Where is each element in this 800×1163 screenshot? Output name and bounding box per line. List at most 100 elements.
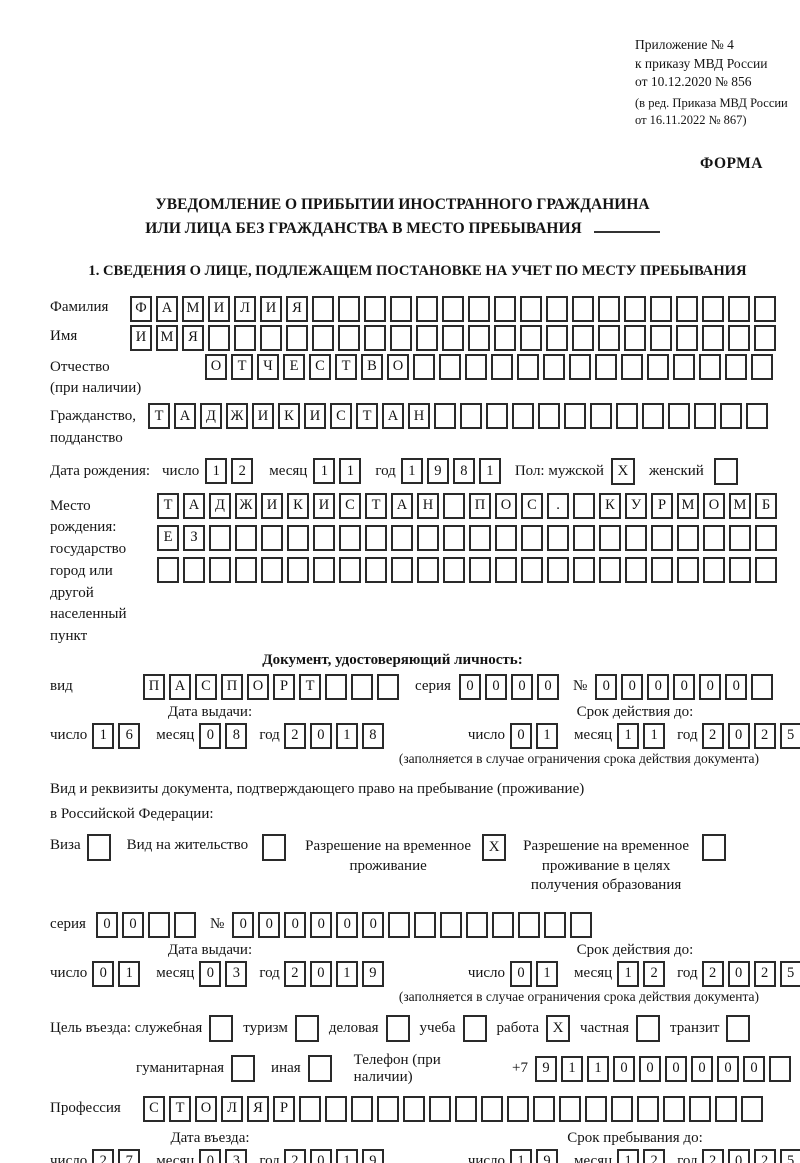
char-cell[interactable] bbox=[673, 353, 695, 380]
char-cell[interactable] bbox=[637, 1095, 659, 1122]
char-cell[interactable] bbox=[209, 524, 231, 551]
char-cell[interactable]: 2 bbox=[643, 960, 666, 987]
char-cell[interactable] bbox=[625, 524, 647, 551]
char-cell[interactable] bbox=[364, 295, 386, 322]
char-cell[interactable]: Л bbox=[221, 1095, 243, 1122]
char-cell[interactable]: 0 bbox=[665, 1055, 687, 1082]
char-cell[interactable] bbox=[538, 403, 560, 430]
char-cell[interactable] bbox=[668, 403, 690, 430]
char-cell[interactable] bbox=[755, 556, 777, 583]
birthplace-cells-row3[interactable] bbox=[157, 556, 781, 583]
char-cell[interactable]: 0 bbox=[727, 722, 750, 749]
char-cell[interactable] bbox=[391, 524, 413, 551]
char-cell[interactable] bbox=[585, 1095, 607, 1122]
char-cell[interactable] bbox=[755, 524, 777, 551]
char-cell[interactable] bbox=[413, 353, 435, 380]
char-cell[interactable] bbox=[751, 353, 773, 380]
char-cell[interactable]: 1 bbox=[205, 458, 228, 485]
char-cell[interactable]: С bbox=[143, 1095, 165, 1122]
char-cell[interactable]: И bbox=[313, 492, 335, 519]
char-cell[interactable] bbox=[676, 324, 698, 351]
char-cell[interactable] bbox=[313, 524, 335, 551]
char-cell[interactable]: Р bbox=[273, 673, 295, 700]
char-cell[interactable]: 0 bbox=[691, 1055, 713, 1082]
char-cell[interactable] bbox=[650, 295, 672, 322]
char-cell[interactable]: Н bbox=[417, 492, 439, 519]
char-cell[interactable]: 9 bbox=[361, 1148, 384, 1163]
char-cell[interactable]: 0 bbox=[458, 673, 481, 700]
char-cell[interactable] bbox=[569, 353, 591, 380]
char-cell[interactable] bbox=[729, 524, 751, 551]
visa-checkbox[interactable] bbox=[86, 834, 111, 862]
char-cell[interactable] bbox=[520, 324, 542, 351]
char-cell[interactable] bbox=[486, 403, 508, 430]
char-cell[interactable]: А bbox=[169, 673, 191, 700]
char-cell[interactable] bbox=[676, 295, 698, 322]
char-cell[interactable] bbox=[598, 324, 620, 351]
char-cell[interactable]: 2 bbox=[701, 960, 724, 987]
char-cell[interactable] bbox=[621, 353, 643, 380]
char-cell[interactable]: 2 bbox=[92, 1148, 115, 1163]
char-cell[interactable] bbox=[521, 556, 543, 583]
char-cell[interactable] bbox=[751, 673, 774, 700]
char-cell[interactable]: 7 bbox=[118, 1148, 141, 1163]
char-cell[interactable]: Л bbox=[234, 295, 256, 322]
char-cell[interactable] bbox=[338, 324, 360, 351]
char-cell[interactable] bbox=[157, 556, 179, 583]
char-cell[interactable]: 6 bbox=[118, 722, 141, 749]
char-cell[interactable] bbox=[677, 556, 699, 583]
char-cell[interactable] bbox=[573, 556, 595, 583]
char-cell[interactable]: 1 bbox=[587, 1055, 609, 1082]
char-cell[interactable]: 2 bbox=[753, 1148, 776, 1163]
char-cell[interactable]: 0 bbox=[199, 960, 222, 987]
char-cell[interactable] bbox=[173, 911, 196, 938]
char-cell[interactable] bbox=[573, 492, 595, 519]
char-cell[interactable] bbox=[518, 911, 541, 938]
char-cell[interactable]: О bbox=[195, 1095, 217, 1122]
char-cell[interactable] bbox=[338, 295, 360, 322]
char-cell[interactable]: 0 bbox=[595, 673, 618, 700]
residence-permit-checkbox[interactable] bbox=[262, 834, 287, 862]
char-cell[interactable] bbox=[625, 556, 647, 583]
char-cell[interactable] bbox=[391, 556, 413, 583]
char-cell[interactable]: 1 bbox=[313, 458, 336, 485]
char-cell[interactable] bbox=[507, 1095, 529, 1122]
char-cell[interactable] bbox=[611, 1095, 633, 1122]
char-cell[interactable] bbox=[559, 1095, 581, 1122]
char-cell[interactable] bbox=[325, 1095, 347, 1122]
char-cell[interactable]: Т bbox=[335, 353, 357, 380]
char-cell[interactable] bbox=[599, 524, 621, 551]
char-cell[interactable]: 1 bbox=[536, 960, 559, 987]
purpose-study-checkbox[interactable] bbox=[462, 1014, 487, 1042]
char-cell[interactable] bbox=[388, 911, 411, 938]
char-cell[interactable] bbox=[520, 295, 542, 322]
char-cell[interactable]: С bbox=[195, 673, 217, 700]
char-cell[interactable]: Т bbox=[299, 673, 321, 700]
char-cell[interactable] bbox=[312, 324, 334, 351]
char-cell[interactable]: Е bbox=[157, 524, 179, 551]
char-cell[interactable]: Т bbox=[356, 403, 378, 430]
char-cell[interactable]: 9 bbox=[426, 458, 449, 485]
char-cell[interactable] bbox=[492, 911, 515, 938]
char-cell[interactable] bbox=[512, 403, 534, 430]
char-cell[interactable]: О bbox=[703, 492, 725, 519]
char-cell[interactable] bbox=[703, 556, 725, 583]
char-cell[interactable]: П bbox=[469, 492, 491, 519]
char-cell[interactable] bbox=[702, 295, 724, 322]
char-cell[interactable] bbox=[351, 1095, 373, 1122]
char-cell[interactable]: Б bbox=[755, 492, 777, 519]
char-cell[interactable] bbox=[728, 324, 750, 351]
char-cell[interactable] bbox=[564, 403, 586, 430]
purpose-humanitarian-checkbox[interactable] bbox=[231, 1055, 256, 1083]
char-cell[interactable] bbox=[590, 403, 612, 430]
char-cell[interactable] bbox=[417, 524, 439, 551]
char-cell[interactable]: Я bbox=[286, 295, 308, 322]
